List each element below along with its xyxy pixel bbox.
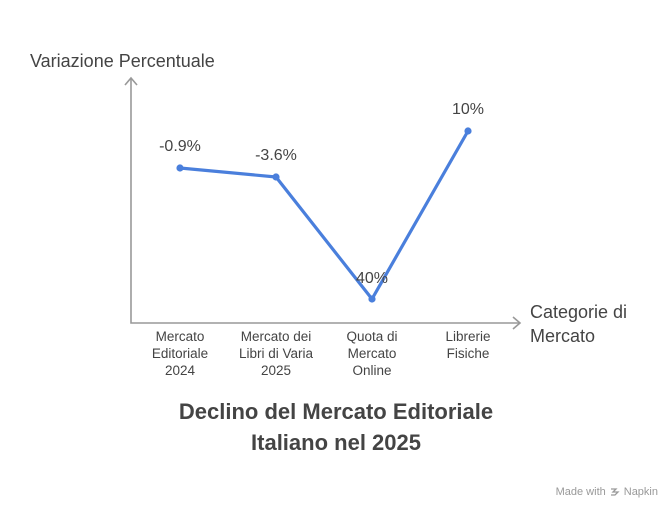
- napkin-logo-icon: [610, 488, 620, 496]
- credit-text: Made with: [555, 486, 606, 498]
- x-tick-label-line: Mercato dei: [241, 329, 312, 344]
- data-labels: -0.9% -3.6% 40% 10%: [159, 101, 484, 287]
- x-axis-title-group: Categorie di Mercato: [530, 302, 627, 346]
- data-label: 40%: [356, 270, 388, 287]
- x-tick-label-line: Online: [352, 363, 391, 378]
- credit-brand: Napkin: [623, 486, 658, 498]
- x-tick-label: Quota di Mercato Online: [346, 329, 397, 378]
- chart-title: Declino del Mercato Editoriale Italiano …: [0, 396, 672, 458]
- x-axis-arrow-icon: [512, 316, 522, 330]
- chart-axes: [124, 76, 522, 330]
- data-point: [464, 127, 472, 135]
- data-label: 10%: [452, 101, 484, 118]
- x-tick-label: Mercato Editoriale 2024: [152, 329, 208, 378]
- chart-title-line-2: Italiano nel 2025: [251, 430, 421, 455]
- x-tick-label-line: Mercato: [156, 329, 205, 344]
- x-axis-title-line: Mercato: [530, 326, 595, 346]
- data-label: -0.9%: [159, 138, 201, 155]
- x-tick-label-line: 2024: [165, 363, 196, 378]
- y-axis-title-group: Variazione Percentuale: [30, 51, 215, 71]
- x-tick-label: Librerie Fisiche: [445, 329, 490, 361]
- x-tick-label-line: Fisiche: [447, 346, 490, 361]
- data-label: -3.6%: [255, 147, 297, 164]
- x-tick-labels: Mercato Editoriale 2024 Mercato dei Libri di…: [152, 329, 491, 378]
- data-point: [368, 295, 376, 303]
- data-point: [272, 173, 280, 181]
- x-tick-label-line: Libri di Varia: [239, 346, 314, 361]
- chart-title-line-1: Declino del Mercato Editoriale: [178, 399, 494, 424]
- x-tick-label-line: 2025: [261, 363, 291, 378]
- x-tick-label-line: Quota di: [346, 329, 397, 344]
- y-axis-arrow-icon: [124, 76, 138, 86]
- data-points: [176, 127, 472, 303]
- line-chart: Variazione Percentuale Categorie di Merca…: [30, 51, 627, 378]
- x-tick-label-line: Mercato: [348, 346, 397, 361]
- y-axis-title: Variazione Percentuale: [30, 51, 215, 71]
- x-tick-label-line: Librerie: [445, 329, 490, 344]
- data-point: [176, 164, 184, 172]
- axis-lines: [130, 78, 520, 324]
- x-axis-title-line: Categorie di: [530, 302, 627, 322]
- credit-footer: Made with Napkin: [556, 486, 658, 498]
- series-line: [179, 130, 470, 301]
- x-tick-label: Mercato dei Libri di Varia 2025: [239, 329, 314, 378]
- x-tick-label-line: Editoriale: [152, 346, 208, 361]
- series-line-group: [179, 130, 470, 301]
